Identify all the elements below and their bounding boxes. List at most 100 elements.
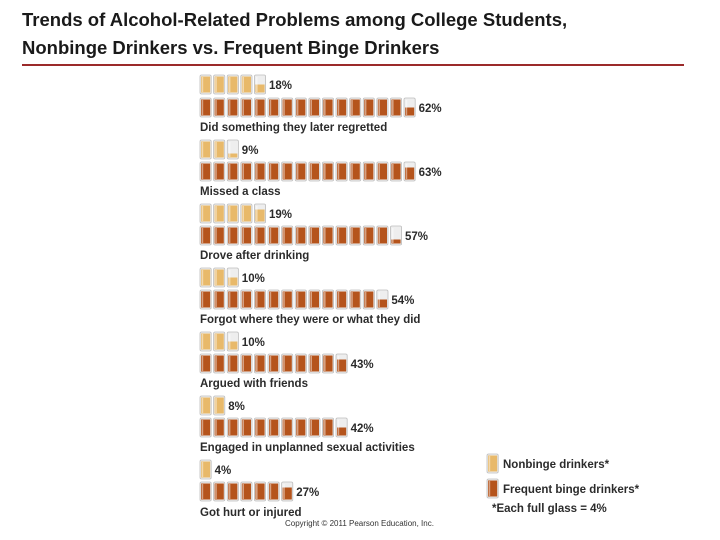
glass-highlight — [310, 228, 312, 243]
nonbinge-glass — [213, 139, 226, 160]
nonbinge-value-label: 19% — [269, 209, 292, 221]
glass-fill — [364, 291, 374, 308]
glass-highlight — [269, 484, 272, 499]
binge-glass — [376, 225, 389, 246]
glass-highlight — [201, 292, 204, 307]
glass-highlight — [283, 420, 285, 435]
glass-fill — [391, 163, 401, 180]
glass-highlight — [256, 164, 258, 179]
glass-fill — [214, 269, 224, 286]
binge-glass — [389, 161, 402, 182]
binge-glass — [199, 97, 212, 118]
glass-highlight — [488, 456, 491, 471]
glass-highlight — [201, 142, 204, 157]
glass-highlight — [256, 356, 258, 371]
glass-fill — [201, 76, 211, 93]
binge-glass — [308, 161, 321, 182]
binge-glass — [199, 417, 212, 438]
glass-fill — [296, 99, 306, 116]
glass-fill — [201, 99, 211, 116]
glass-highlight — [378, 228, 380, 243]
binge-glass — [213, 97, 226, 118]
glass-highlight — [337, 356, 340, 371]
binge-glass — [240, 225, 253, 246]
glass-fill — [228, 153, 238, 158]
glass-highlight — [364, 164, 367, 179]
binge-glass — [294, 289, 307, 310]
glass-highlight — [242, 420, 244, 435]
nonbinge-glass — [213, 267, 226, 288]
binge-glass — [267, 225, 280, 246]
glass-highlight — [215, 164, 217, 179]
glass-highlight — [283, 100, 285, 115]
glass-highlight — [201, 100, 204, 115]
nonbinge-glass — [213, 203, 226, 224]
glass-fill — [323, 291, 333, 308]
glass-highlight — [392, 100, 394, 115]
binge-glass — [349, 97, 362, 118]
nonbinge-glass — [199, 139, 212, 160]
nonbinge-glass — [213, 331, 226, 352]
glass-highlight — [215, 142, 217, 157]
glass-fill — [269, 99, 279, 116]
glass-fill — [488, 455, 498, 472]
glass-fill — [309, 227, 319, 244]
glass-highlight — [269, 164, 272, 179]
glass-highlight — [392, 164, 394, 179]
binge-glass — [213, 353, 226, 374]
nonbinge-glass — [253, 203, 266, 224]
glass-fill — [214, 141, 224, 158]
binge-glass — [267, 161, 280, 182]
glass-fill — [214, 163, 224, 180]
nonbinge-glass — [199, 267, 212, 288]
glass-highlight — [392, 228, 394, 243]
category-label: Forgot where they were or what they did — [200, 314, 420, 326]
binge-glass — [226, 417, 239, 438]
binge-glass — [226, 225, 239, 246]
glass-fill — [201, 483, 211, 500]
glass-highlight — [337, 228, 340, 243]
glass-highlight — [228, 228, 231, 243]
binge-glass — [308, 417, 321, 438]
legend-label: Frequent binge drinkers* — [503, 484, 640, 496]
legend-unit-note: *Each full glass = 4% — [492, 503, 607, 515]
binge-bar-6 — [199, 481, 294, 502]
glass-highlight — [351, 100, 353, 115]
glass-fill — [228, 76, 238, 93]
binge-glass — [376, 289, 389, 310]
glass-fill — [228, 341, 238, 350]
glass-highlight — [228, 270, 231, 285]
glass-fill — [241, 355, 251, 372]
binge-glass — [321, 289, 334, 310]
binge-glass — [308, 97, 321, 118]
glass-fill — [228, 355, 238, 372]
glass-highlight — [351, 292, 353, 307]
glass-fill — [241, 419, 251, 436]
glass-highlight — [215, 206, 217, 221]
binge-glass — [199, 353, 212, 374]
glass-highlight — [256, 206, 258, 221]
nonbinge-bar-2 — [199, 203, 266, 224]
glass-highlight — [405, 164, 408, 179]
glass-fill — [296, 227, 306, 244]
nonbinge-bar-4 — [199, 331, 239, 352]
nonbinge-glass — [199, 395, 212, 416]
binge-glass — [349, 289, 362, 310]
nonbinge-value-label: 18% — [269, 80, 292, 92]
glass-fill — [323, 163, 333, 180]
binge-glass — [335, 97, 348, 118]
glass-fill — [337, 227, 347, 244]
glass-highlight — [283, 356, 285, 371]
glass-highlight — [201, 484, 204, 499]
glass-highlight — [269, 228, 272, 243]
binge-glass — [308, 225, 321, 246]
binge-glass — [308, 353, 321, 374]
binge-value-label: 27% — [296, 487, 319, 499]
glass-highlight — [378, 164, 380, 179]
glass-fill — [296, 163, 306, 180]
glass-fill — [241, 205, 251, 222]
binge-bar-0 — [199, 97, 416, 118]
binge-glass — [294, 417, 307, 438]
binge-glass — [281, 97, 294, 118]
